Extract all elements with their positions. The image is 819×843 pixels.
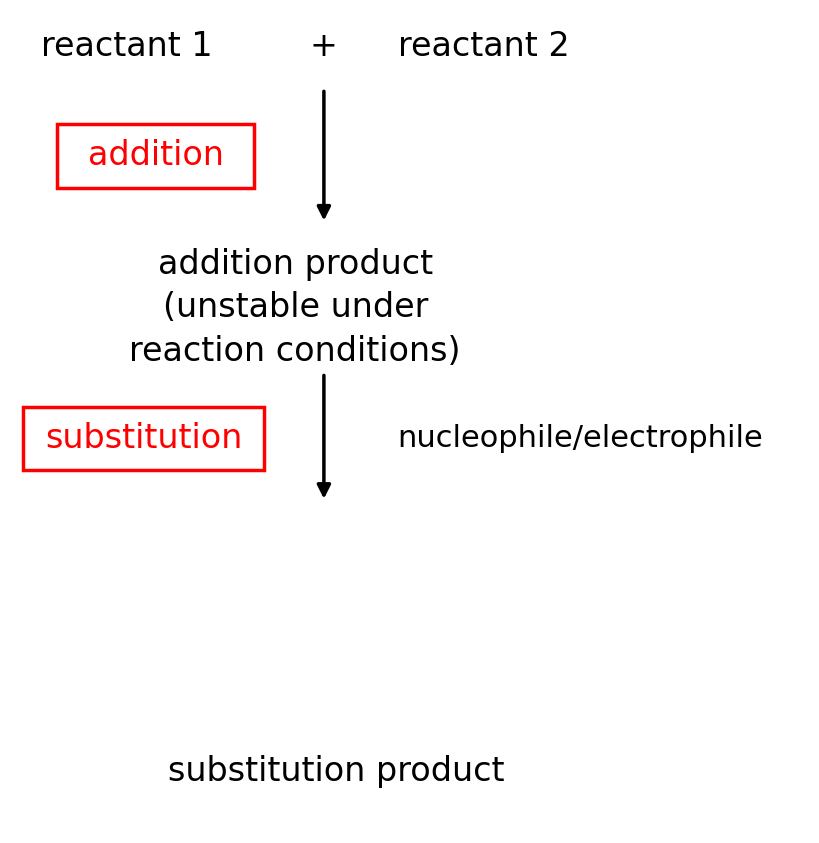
FancyBboxPatch shape <box>22 407 265 470</box>
Text: addition: addition <box>88 139 224 173</box>
Text: reactant 2: reactant 2 <box>397 30 569 63</box>
FancyBboxPatch shape <box>57 125 254 187</box>
Text: addition product
(unstable under
reaction conditions): addition product (unstable under reactio… <box>129 248 460 368</box>
Text: substitution: substitution <box>45 422 242 455</box>
Text: substitution product: substitution product <box>168 754 504 788</box>
Text: nucleophile/electrophile: nucleophile/electrophile <box>397 424 762 453</box>
Text: +: + <box>310 30 337 63</box>
Text: reactant 1: reactant 1 <box>41 30 213 63</box>
